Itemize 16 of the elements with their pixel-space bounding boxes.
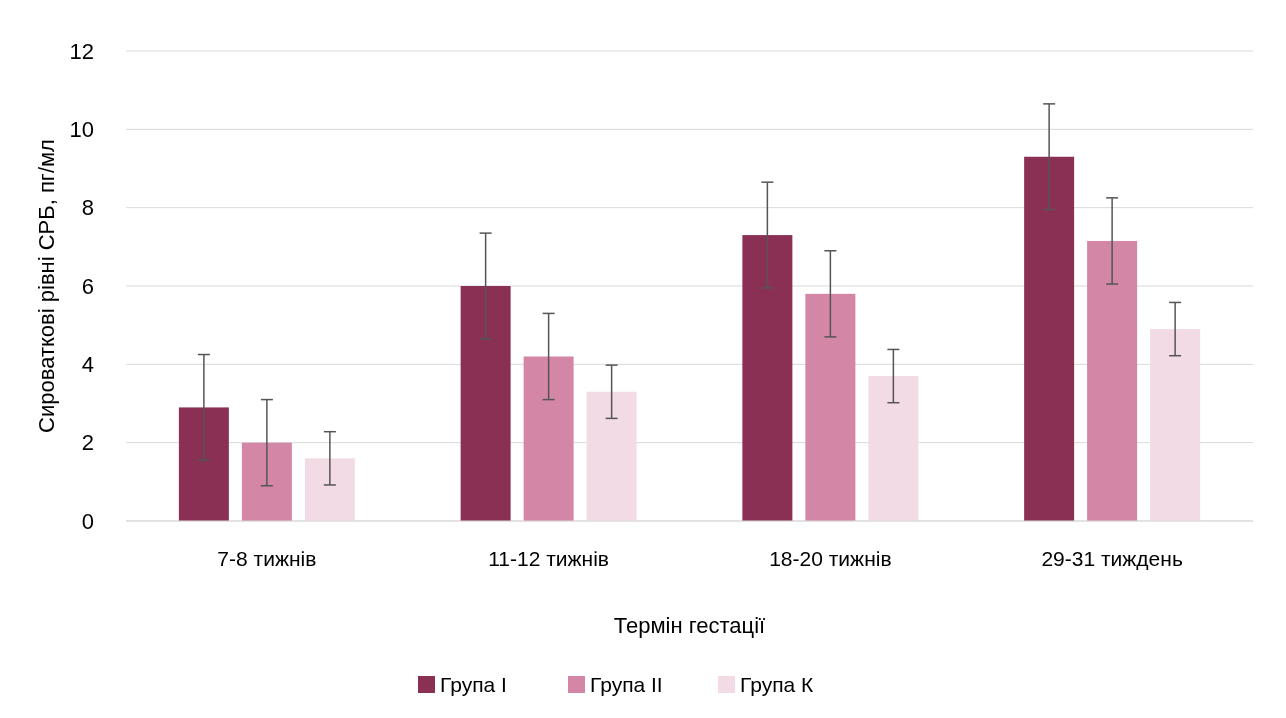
x-axis-title: Термін гестації xyxy=(613,613,766,638)
y-tick-label: 2 xyxy=(81,430,94,456)
y-tick-label: 10 xyxy=(69,117,94,143)
y-tick-label: 8 xyxy=(81,195,94,221)
x-tick-label: 7-8 тижнів xyxy=(217,547,317,570)
y-tick-label: 4 xyxy=(81,352,94,378)
legend-label: Група К xyxy=(740,673,815,697)
x-tick-label: 29-31 тиждень xyxy=(1041,547,1183,570)
legend-label: Група II xyxy=(590,673,663,697)
x-tick-label: 18-20 тижнів xyxy=(769,547,892,570)
x-tick-label: 11-12 тижнів xyxy=(488,547,610,570)
y-tick-label: 6 xyxy=(81,273,94,299)
y-axis-title: Сироваткові рівні СРБ, пг/мл xyxy=(34,139,59,433)
y-tick-label: 12 xyxy=(69,38,94,64)
y-tick-label: 0 xyxy=(81,508,94,534)
legend-label: Група I xyxy=(440,673,507,697)
